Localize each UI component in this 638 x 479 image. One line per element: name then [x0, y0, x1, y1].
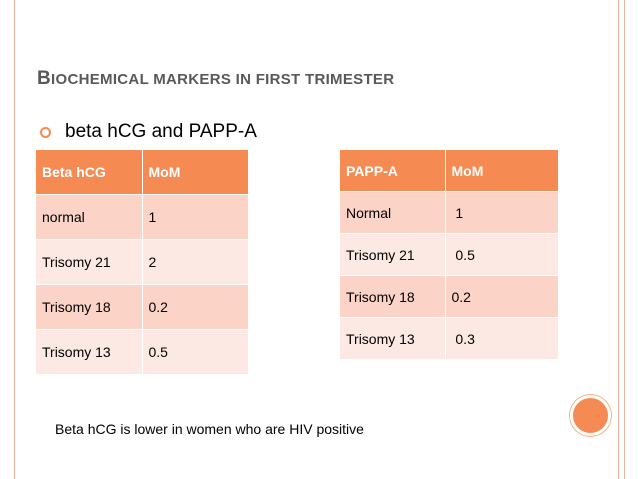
table-row: Trisomy 13 0.3 [340, 317, 559, 360]
table-cell: Trisomy 21 [36, 239, 143, 285]
table-cell: Normal [340, 191, 446, 234]
header-cell: PAPP-A [340, 150, 446, 192]
table-cell: 2 [142, 239, 249, 285]
table-cell: 0.2 [142, 284, 249, 330]
header-cell: Beta hCG [36, 150, 143, 195]
title-rest: IOCHEMICAL MARKERS IN FIRST TRIMESTER [51, 71, 395, 88]
table-row: Normal 1 [340, 191, 559, 234]
title-first-letter: B [37, 68, 52, 89]
table-cell: 0.5 [142, 329, 249, 375]
table-cell: Trisomy 18 [36, 284, 143, 330]
beta-hcg-table: Beta hCG MoM normal 1 Trisomy 21 2 Triso… [36, 150, 249, 375]
right-border-line-inner [618, 0, 619, 479]
table-cell: 0.3 [445, 317, 559, 360]
slide-title: BIOCHEMICAL MARKERS IN FIRST TRIMESTER [37, 68, 394, 90]
table-cell: 0.2 [445, 275, 559, 318]
table-cell: 0.5 [445, 233, 559, 276]
left-border-line [14, 0, 15, 479]
table-row: Trisomy 13 0.5 [36, 329, 249, 375]
orange-circle-icon [570, 395, 611, 436]
circle-bullet-icon [40, 126, 51, 138]
table-header-row: PAPP-A MoM [340, 150, 559, 192]
papp-a-table: PAPP-A MoM Normal 1 Trisomy 21 0.5 Triso… [340, 150, 559, 360]
table-row: Trisomy 18 0.2 [340, 275, 559, 318]
bullet-text: beta hCG and PAPP-A [65, 121, 257, 142]
table-cell: Trisomy 21 [340, 233, 446, 276]
footnote-text: Beta hCG is lower in women who are HIV p… [55, 421, 364, 437]
table-cell: Trisomy 18 [340, 275, 446, 318]
table-row: Trisomy 18 0.2 [36, 284, 249, 330]
table-cell: Trisomy 13 [340, 317, 446, 360]
table-header-row: Beta hCG MoM [36, 150, 249, 195]
table-cell: 1 [142, 194, 249, 240]
bullet-item: beta hCG and PAPP-A [40, 121, 257, 143]
table-cell: 1 [445, 191, 559, 234]
right-border-line-outer [624, 0, 625, 479]
table-row: Trisomy 21 0.5 [340, 233, 559, 276]
table-cell: Trisomy 13 [36, 329, 143, 375]
header-cell: MoM [445, 150, 559, 192]
header-cell: MoM [142, 150, 249, 195]
table-cell: normal [36, 194, 143, 240]
table-row: Trisomy 21 2 [36, 239, 249, 285]
table-row: normal 1 [36, 194, 249, 240]
